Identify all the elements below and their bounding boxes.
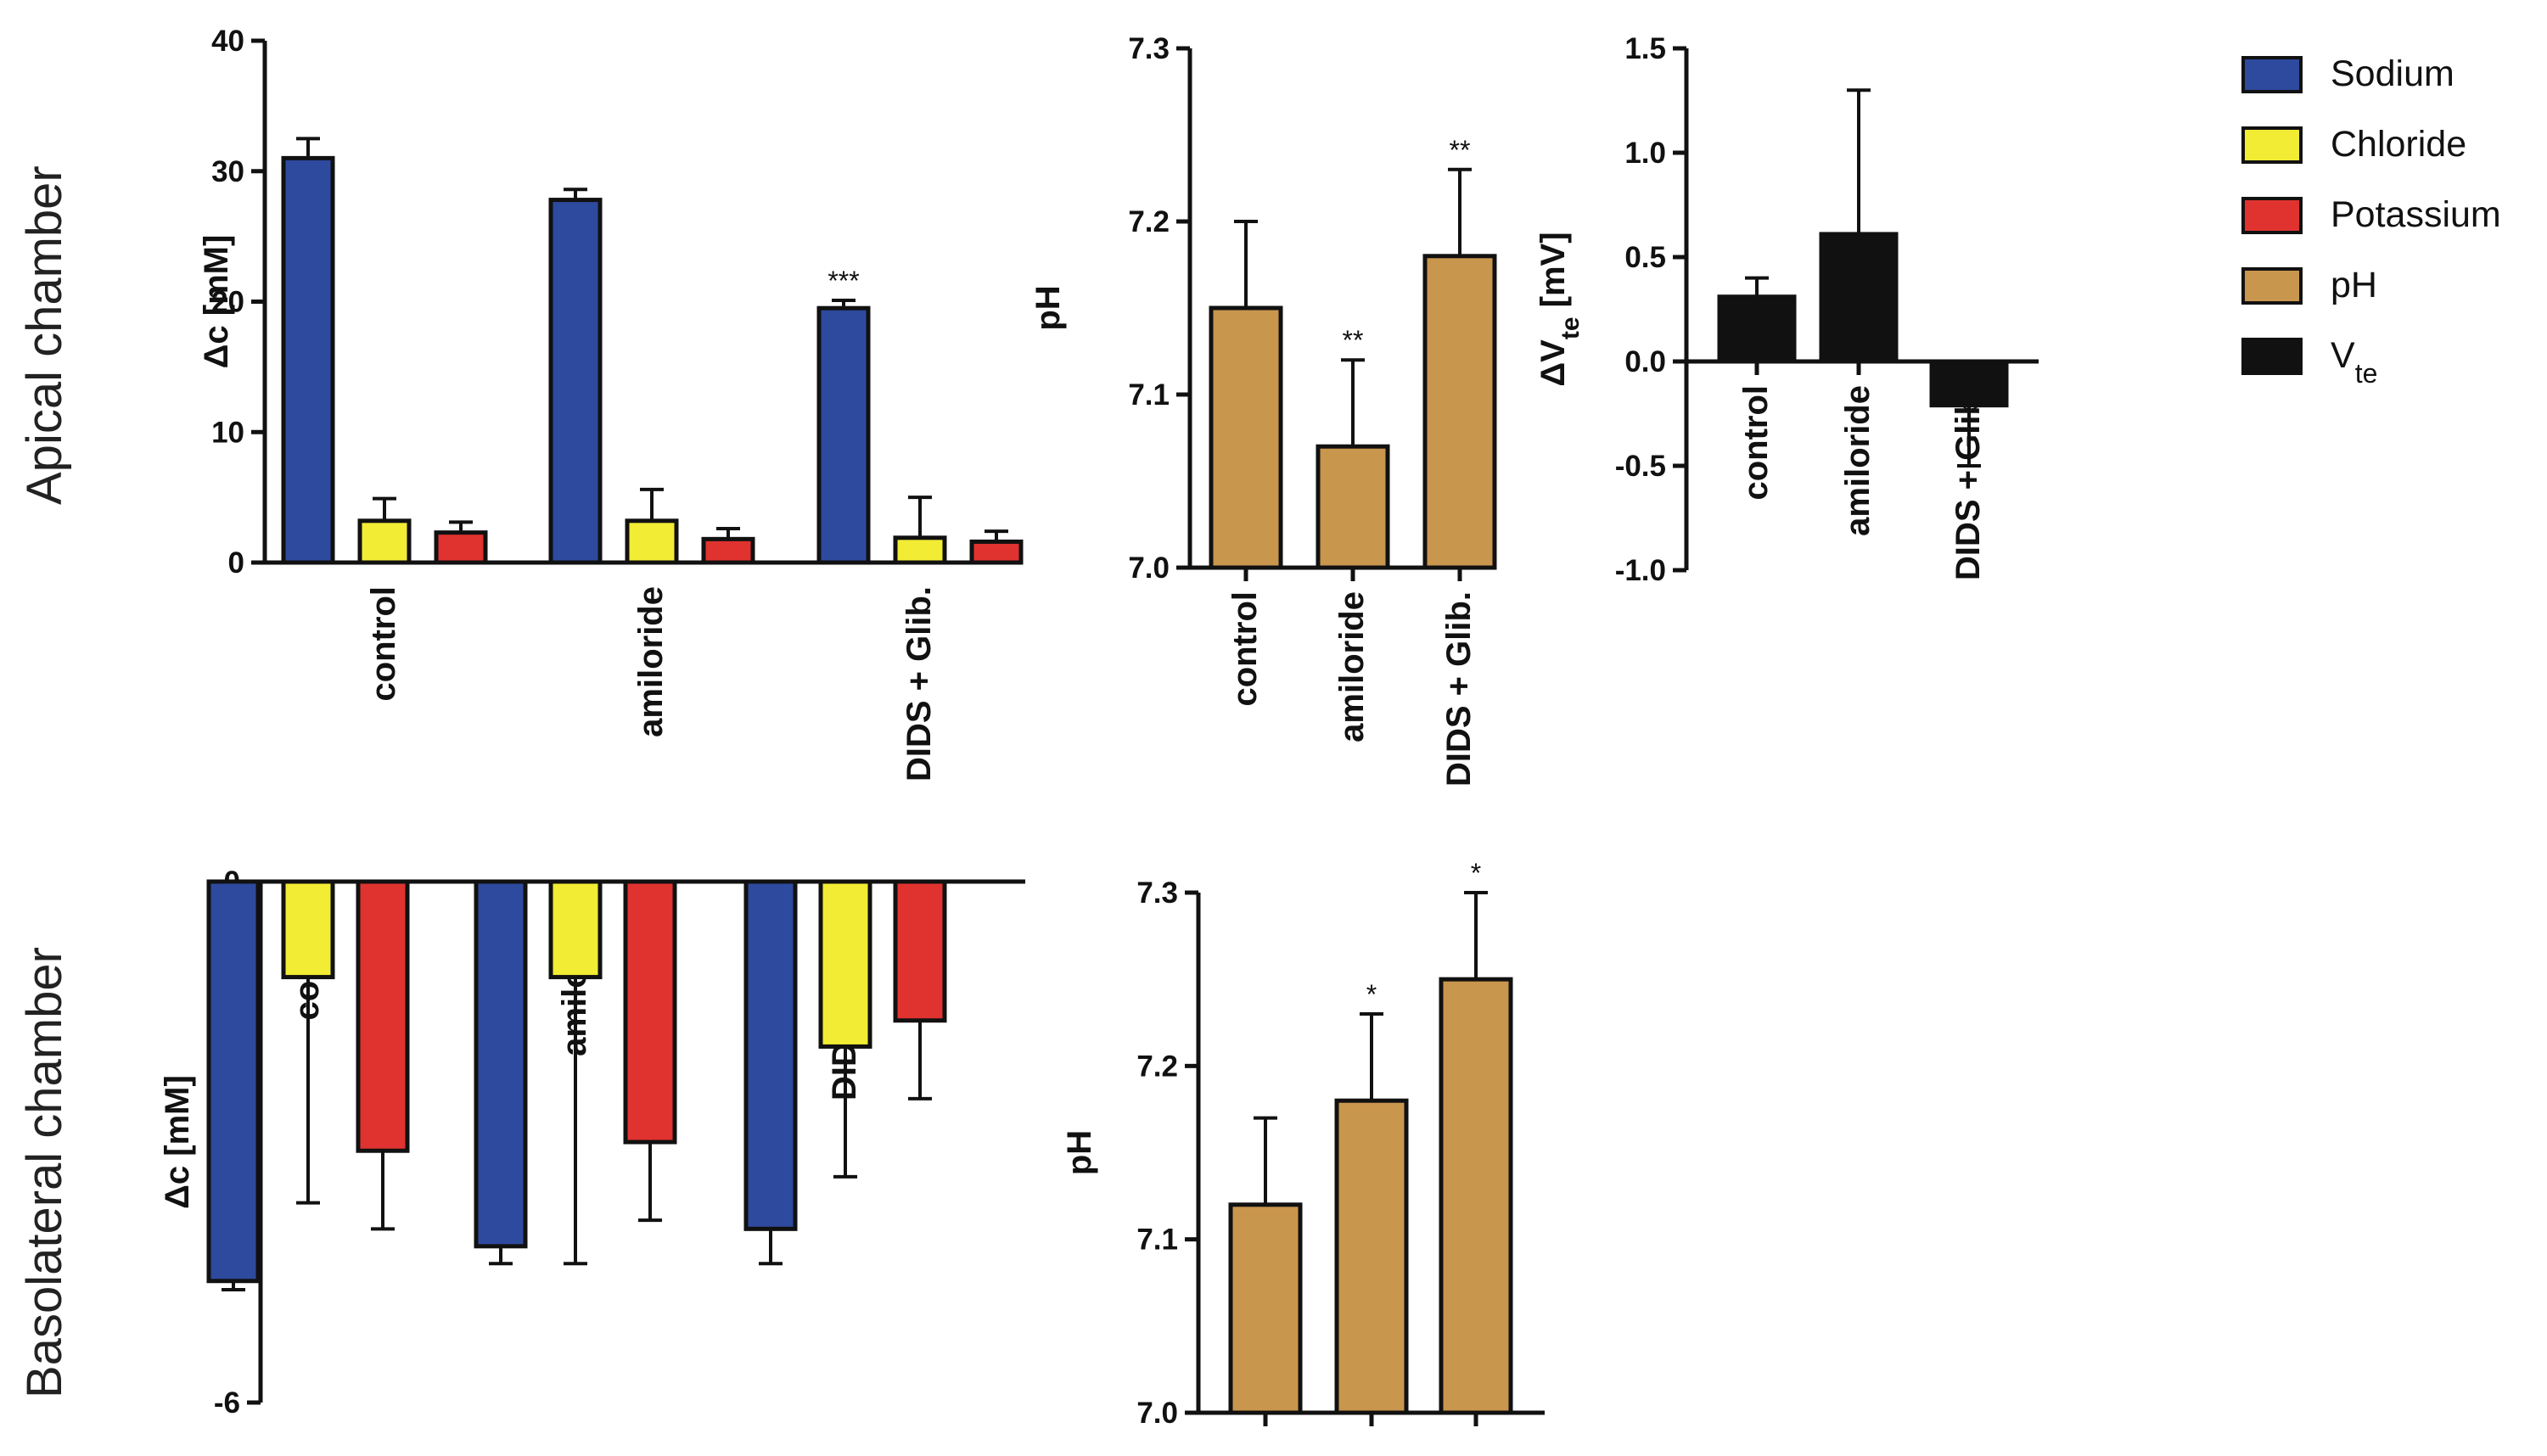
y-tick-label: 7.1 <box>1128 378 1170 412</box>
significance-marker: * <box>1366 979 1377 1010</box>
legend-label-potassium: Potassium <box>2331 194 2501 235</box>
y-tick-label: 7.0 <box>1128 552 1170 585</box>
y-tick-label: 40 <box>211 25 244 58</box>
x-tick-label: amiloride <box>1333 591 1371 742</box>
y-tick-label: 10 <box>211 416 244 449</box>
bar-potassium-2 <box>893 879 947 1023</box>
y-tick-label: 20 <box>211 286 244 319</box>
legend-swatch-potassium <box>2241 197 2303 234</box>
y-tick-label: 0 <box>228 546 244 580</box>
legend-swatch-sodium <box>2241 56 2303 93</box>
legend: Sodium Chloride Potassium pH Vte <box>2241 53 2501 389</box>
significance-marker: * <box>1471 858 1481 888</box>
y-tick-label: 7.2 <box>1136 1050 1178 1083</box>
y-tick-label: 7.3 <box>1136 876 1178 910</box>
bar-chloride-2 <box>818 879 872 1049</box>
bar-sodium-2 <box>816 305 871 565</box>
significance-marker: ** <box>1450 135 1471 165</box>
y-tick-label: 7.3 <box>1128 32 1170 65</box>
y-tick-label: 1.0 <box>1624 137 1666 170</box>
bar-potassium-2 <box>969 539 1024 565</box>
bar-ph-2 <box>1422 254 1497 570</box>
y-axis-label: pH <box>1029 285 1067 330</box>
row-label-apical: Apical chamber <box>17 165 72 505</box>
bar-potassium-0 <box>434 530 488 565</box>
bar-chloride-0 <box>281 879 335 980</box>
bar-sodium-0 <box>206 879 261 1284</box>
bar-potassium-0 <box>356 879 410 1153</box>
bar-chloride-0 <box>357 518 412 565</box>
bar-vte-0 <box>1717 294 1797 364</box>
y-tick-label: 0.5 <box>1624 241 1666 274</box>
x-tick-label: control <box>1737 385 1775 501</box>
legend-label-subscript: te <box>2355 358 2378 389</box>
significance-marker: ** <box>1343 325 1364 356</box>
row-label-basolateral: Basolateral chamber <box>17 947 72 1398</box>
x-tick-label: control <box>1226 591 1264 707</box>
legend-label-sodium: Sodium <box>2331 53 2454 94</box>
bar-potassium-1 <box>623 879 677 1145</box>
y-tick-label: -0.5 <box>1615 450 1666 483</box>
y-tick-label: 1.5 <box>1624 32 1666 65</box>
x-tick-label: amiloride <box>632 586 670 737</box>
legend-label-vte: Vte <box>2331 335 2377 389</box>
bar-ph-2 <box>1439 977 1513 1415</box>
legend-label-ph: pH <box>2331 265 2377 305</box>
y-tick-label: 7.1 <box>1136 1224 1178 1257</box>
legend-swatch-vte <box>2241 338 2303 375</box>
bar-ph-1 <box>1334 1098 1409 1415</box>
y-tick-label: 30 <box>211 155 244 188</box>
y-axis-label: Δc [mM] <box>198 235 235 369</box>
y-axis-label: ΔVte [mV] <box>1534 232 1585 386</box>
significance-marker: *** <box>827 266 859 296</box>
bar-vte-1 <box>1819 232 1899 364</box>
y-tick-label: -6 <box>214 1386 240 1420</box>
y-axis-label-subscript: te <box>1557 316 1585 339</box>
bar-sodium-1 <box>548 198 603 565</box>
bar-ph-1 <box>1316 444 1390 570</box>
bar-chloride-2 <box>893 535 947 565</box>
x-tick-label: amiloride <box>1839 385 1877 536</box>
x-tick-label: DIDS + Glib. <box>900 586 938 781</box>
bar-chloride-1 <box>625 518 679 565</box>
legend-label-chloride: Chloride <box>2331 124 2466 165</box>
bar-chloride-1 <box>548 879 603 980</box>
chart-apical-ph: 7.0 7.1 7.2 7.3 control amiloride DIDS + Glib.… <box>1029 32 1497 787</box>
bar-ph-0 <box>1209 305 1283 570</box>
chart-apical-conc: 0 10 20 30 40 control amiloride DIDS + Glib. ***… <box>198 25 1024 781</box>
legend-swatch-ph <box>2241 267 2303 305</box>
y-axis-label-unit: [mV] <box>1534 232 1572 316</box>
y-axis-label: pH <box>1061 1130 1098 1175</box>
bar-sodium-2 <box>743 879 798 1231</box>
bar-sodium-0 <box>281 155 335 565</box>
bar-sodium-1 <box>474 879 528 1249</box>
y-axis-label: Δc [mM] <box>159 1075 196 1209</box>
legend-swatch-chloride <box>2241 126 2303 164</box>
chart-basolateral-conc: -6-4-20controlamilorideDIDS + Glib.Δc [m… <box>159 865 1025 1420</box>
x-tick-label: DIDS + Glib. <box>1440 591 1478 787</box>
bar-ph-0 <box>1228 1202 1303 1415</box>
chart-basolateral-ph: 7.0 7.1 7.2 7.3 * * pH <box>1061 858 1545 1430</box>
y-tick-label: 7.0 <box>1136 1397 1178 1430</box>
y-tick-label: 0.0 <box>1624 345 1666 378</box>
bar-vte-2 <box>1929 359 2009 408</box>
x-tick-label: control <box>365 586 402 702</box>
y-tick-label: 7.2 <box>1128 205 1170 238</box>
y-tick-label: -1.0 <box>1615 554 1666 587</box>
bar-potassium-1 <box>701 536 755 565</box>
